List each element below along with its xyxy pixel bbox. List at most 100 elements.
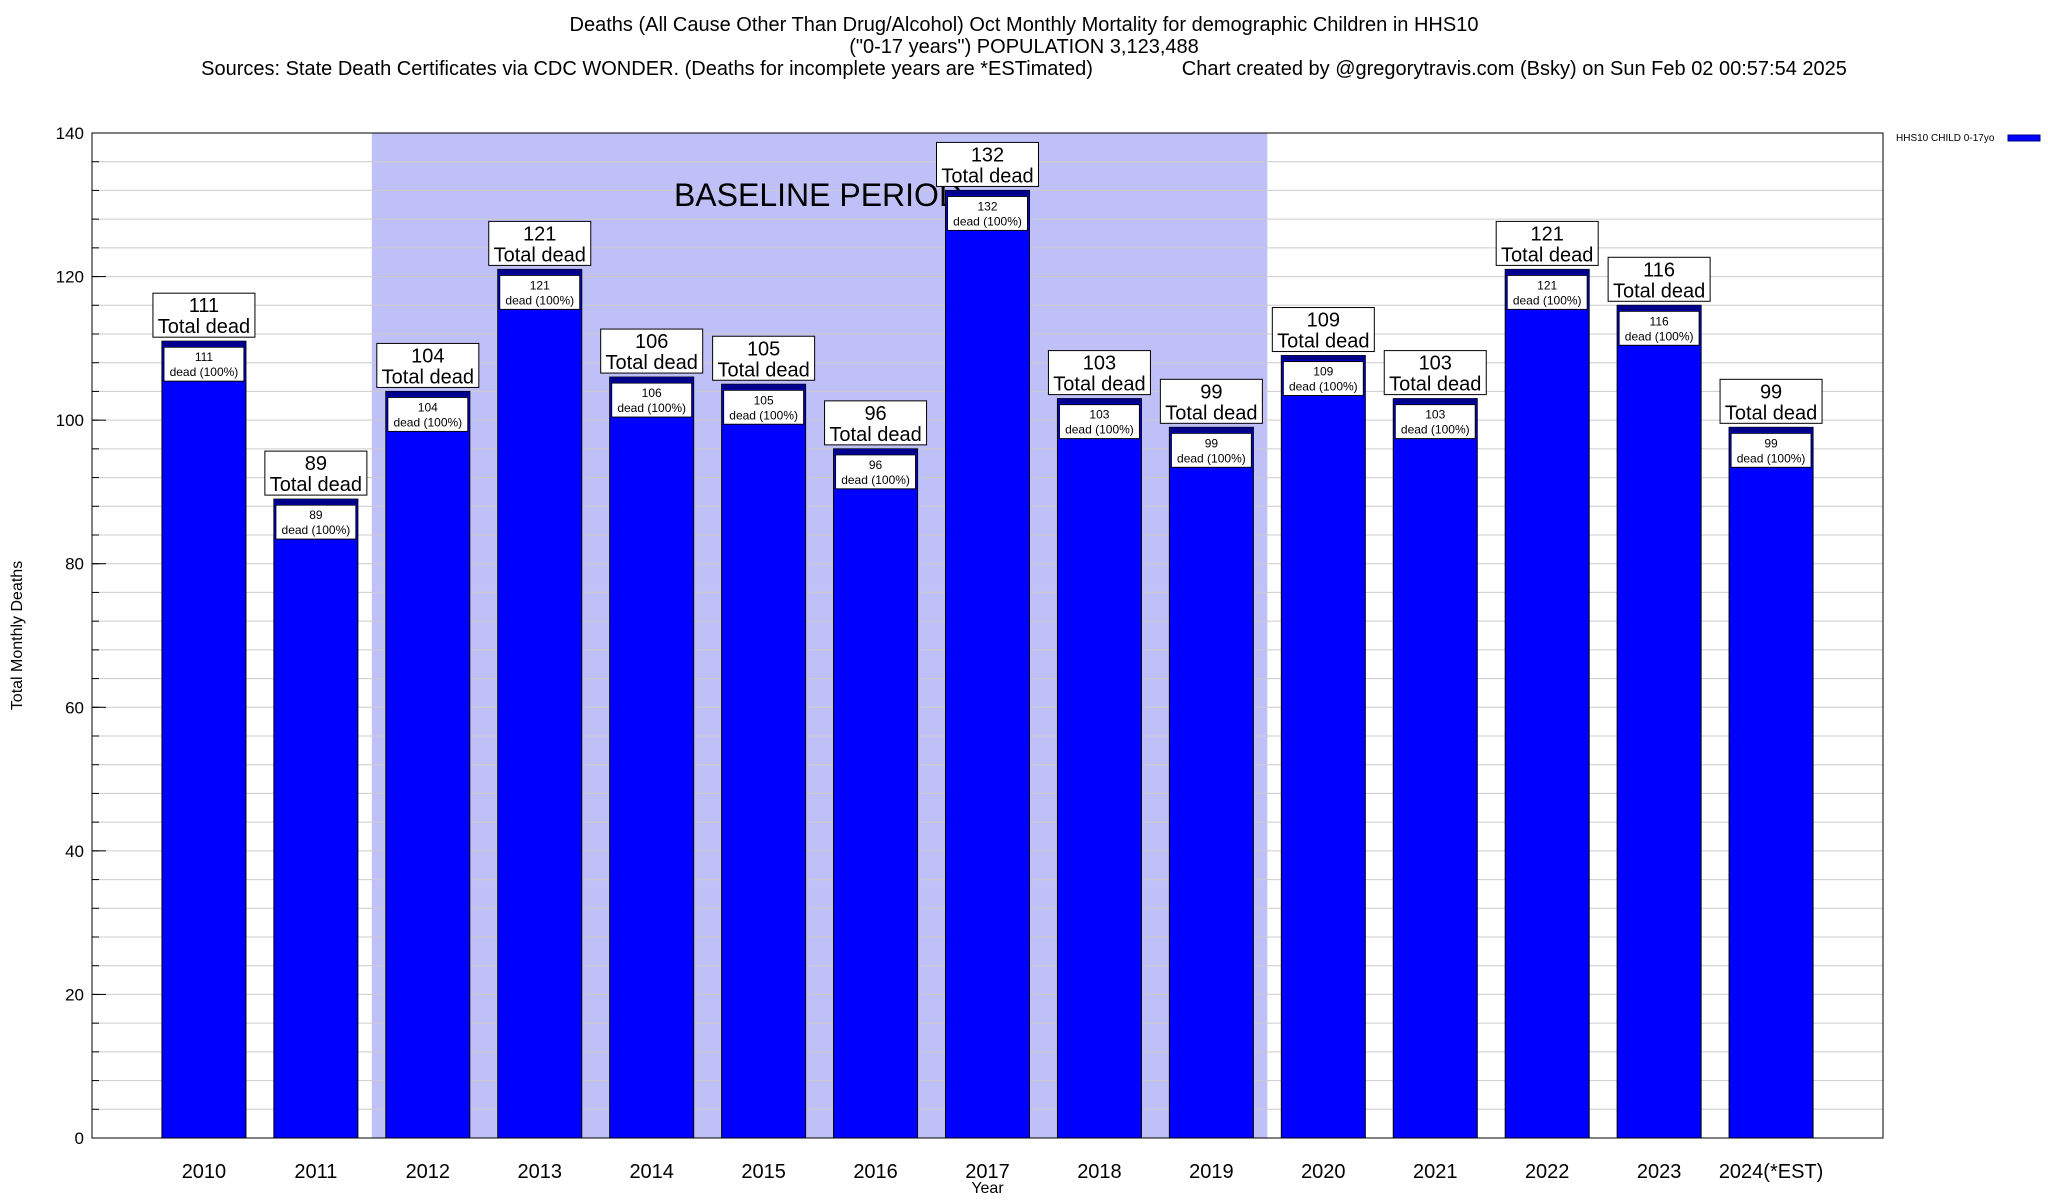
- bar-total-label: Total dead: [1501, 244, 1593, 266]
- x-tick-label: 2023: [1637, 1161, 1682, 1183]
- bar-inner-label: dead (100%): [1177, 451, 1246, 465]
- bar: [161, 340, 247, 1139]
- bar-total-label-box: [1495, 220, 1599, 266]
- bar-total-label-box: [1719, 378, 1823, 424]
- bar-total-label-box: [152, 292, 256, 338]
- x-tick-label: 2016: [853, 1161, 898, 1183]
- bar-inner-label: dead (100%): [505, 293, 574, 307]
- x-tick-label: 2013: [518, 1161, 563, 1183]
- bar-cap: [1282, 355, 1365, 361]
- bar-inner-label-box: [723, 389, 805, 425]
- bar-cap: [722, 384, 805, 390]
- plot-frame: [91, 132, 1884, 1139]
- bar-inner-label-box: [1170, 432, 1252, 468]
- bar-total-label: Total dead: [606, 352, 698, 374]
- x-tick-label: 2015: [741, 1161, 786, 1183]
- bar: [273, 498, 359, 1139]
- bar-inner-value: 104: [418, 400, 438, 414]
- bar-inner-label-box: [947, 195, 1028, 231]
- bar-inner-label-box: [163, 346, 245, 382]
- bar: [1616, 304, 1702, 1139]
- bar-total-value: 89: [305, 453, 327, 475]
- bar-inner-value: 89: [309, 508, 323, 522]
- bar-total-value: 116: [1643, 259, 1675, 281]
- bar-inner-label: dead (100%): [841, 473, 910, 487]
- bar: [609, 376, 695, 1139]
- bar-total-label: Total dead: [829, 424, 921, 446]
- bar-inner-label-box: [275, 504, 357, 540]
- bar-inner-label-box: [1394, 404, 1476, 440]
- bar: [1392, 398, 1478, 1139]
- bar-total-label: Total dead: [1165, 402, 1257, 424]
- legend-swatch: [2007, 134, 2041, 142]
- bar-total-label: Total dead: [158, 316, 250, 338]
- bar-total-label: Total dead: [717, 359, 809, 381]
- bar-inner-value: 121: [1537, 278, 1557, 292]
- chart-sources: Sources: State Death Certificates via CD…: [201, 58, 1847, 80]
- bar-inner-label: dead (100%): [170, 365, 239, 379]
- bar-total-label: Total dead: [1725, 402, 1817, 424]
- bar-inner-label: dead (100%): [617, 401, 686, 415]
- bar-inner-value: 96: [869, 458, 883, 472]
- chart-titles: Deaths (All Cause Other Than Drug/Alcoho…: [0, 14, 2048, 80]
- bar: [833, 448, 919, 1139]
- bar-inner-value: 121: [530, 278, 550, 292]
- bar-total-label-box: [936, 141, 1039, 187]
- bar-total-label-box: [376, 342, 480, 388]
- bar: [1280, 355, 1366, 1139]
- bar-inner-label: dead (100%): [729, 408, 798, 422]
- bar-total-label: Total dead: [941, 165, 1033, 187]
- bar-inner-label: dead (100%): [393, 415, 462, 429]
- bar-inner-value: 132: [977, 199, 997, 213]
- x-tick-label: 2017: [965, 1161, 1010, 1183]
- legend-label: HHS10 CHILD 0-17yo: [1896, 133, 1995, 144]
- bar-cap: [498, 269, 581, 275]
- bar-inner-value: 103: [1425, 408, 1445, 422]
- bar-total-label: Total dead: [270, 474, 362, 496]
- bar-inner-value: 103: [1089, 408, 1109, 422]
- bar-cap: [386, 391, 469, 397]
- bar: [497, 268, 583, 1139]
- bar-cap: [1058, 398, 1141, 404]
- bar-total-label-box: [1159, 378, 1263, 424]
- bar: [945, 189, 1030, 1139]
- bar-total-label-box: [1607, 256, 1711, 302]
- bar-total-value: 106: [635, 331, 668, 353]
- bar: [1056, 398, 1142, 1139]
- bar-inner-label: dead (100%): [1513, 293, 1582, 307]
- x-tick-label: 2014: [629, 1161, 674, 1183]
- bar-total-label-box: [712, 335, 816, 381]
- bar-total-label-box: [824, 400, 928, 446]
- bar-inner-label-box: [1058, 404, 1140, 440]
- bar-inner-value: 99: [1205, 436, 1219, 450]
- bar-total-value: 111: [189, 295, 219, 317]
- y-tick-label: 120: [56, 268, 84, 287]
- bar-total-label: Total dead: [1613, 280, 1705, 302]
- bar-cap: [1730, 427, 1813, 433]
- y-tick-label: 40: [65, 842, 84, 861]
- bar-inner-label: dead (100%): [1737, 451, 1806, 465]
- x-tick-label: 2010: [182, 1161, 227, 1183]
- x-tick-label: 2019: [1189, 1161, 1234, 1183]
- bar-inner-label-box: [1506, 274, 1588, 310]
- bar-total-label-box: [488, 220, 592, 266]
- bar: [1728, 426, 1814, 1139]
- bar-inner-label: dead (100%): [282, 523, 351, 537]
- bar-inner-value: 105: [754, 393, 774, 407]
- bar-inner-value: 99: [1764, 436, 1778, 450]
- bar-total-value: 109: [1307, 310, 1340, 332]
- bar-cap: [162, 341, 245, 347]
- y-tick-label: 60: [65, 698, 84, 717]
- bar-total-value: 121: [1531, 223, 1564, 245]
- bar-cap: [610, 377, 693, 383]
- bar-inner-label-box: [1282, 361, 1364, 397]
- chart-title: Deaths (All Cause Other Than Drug/Alcoho…: [569, 14, 1479, 36]
- bar-inner-label-box: [387, 396, 469, 432]
- bar-total-value: 99: [1760, 381, 1782, 403]
- bar-cap: [946, 190, 1029, 196]
- y-tick-label: 100: [56, 411, 84, 430]
- bar-total-label: Total dead: [1277, 331, 1369, 353]
- bar-inner-label: dead (100%): [1065, 423, 1134, 437]
- bar-cap: [274, 499, 357, 505]
